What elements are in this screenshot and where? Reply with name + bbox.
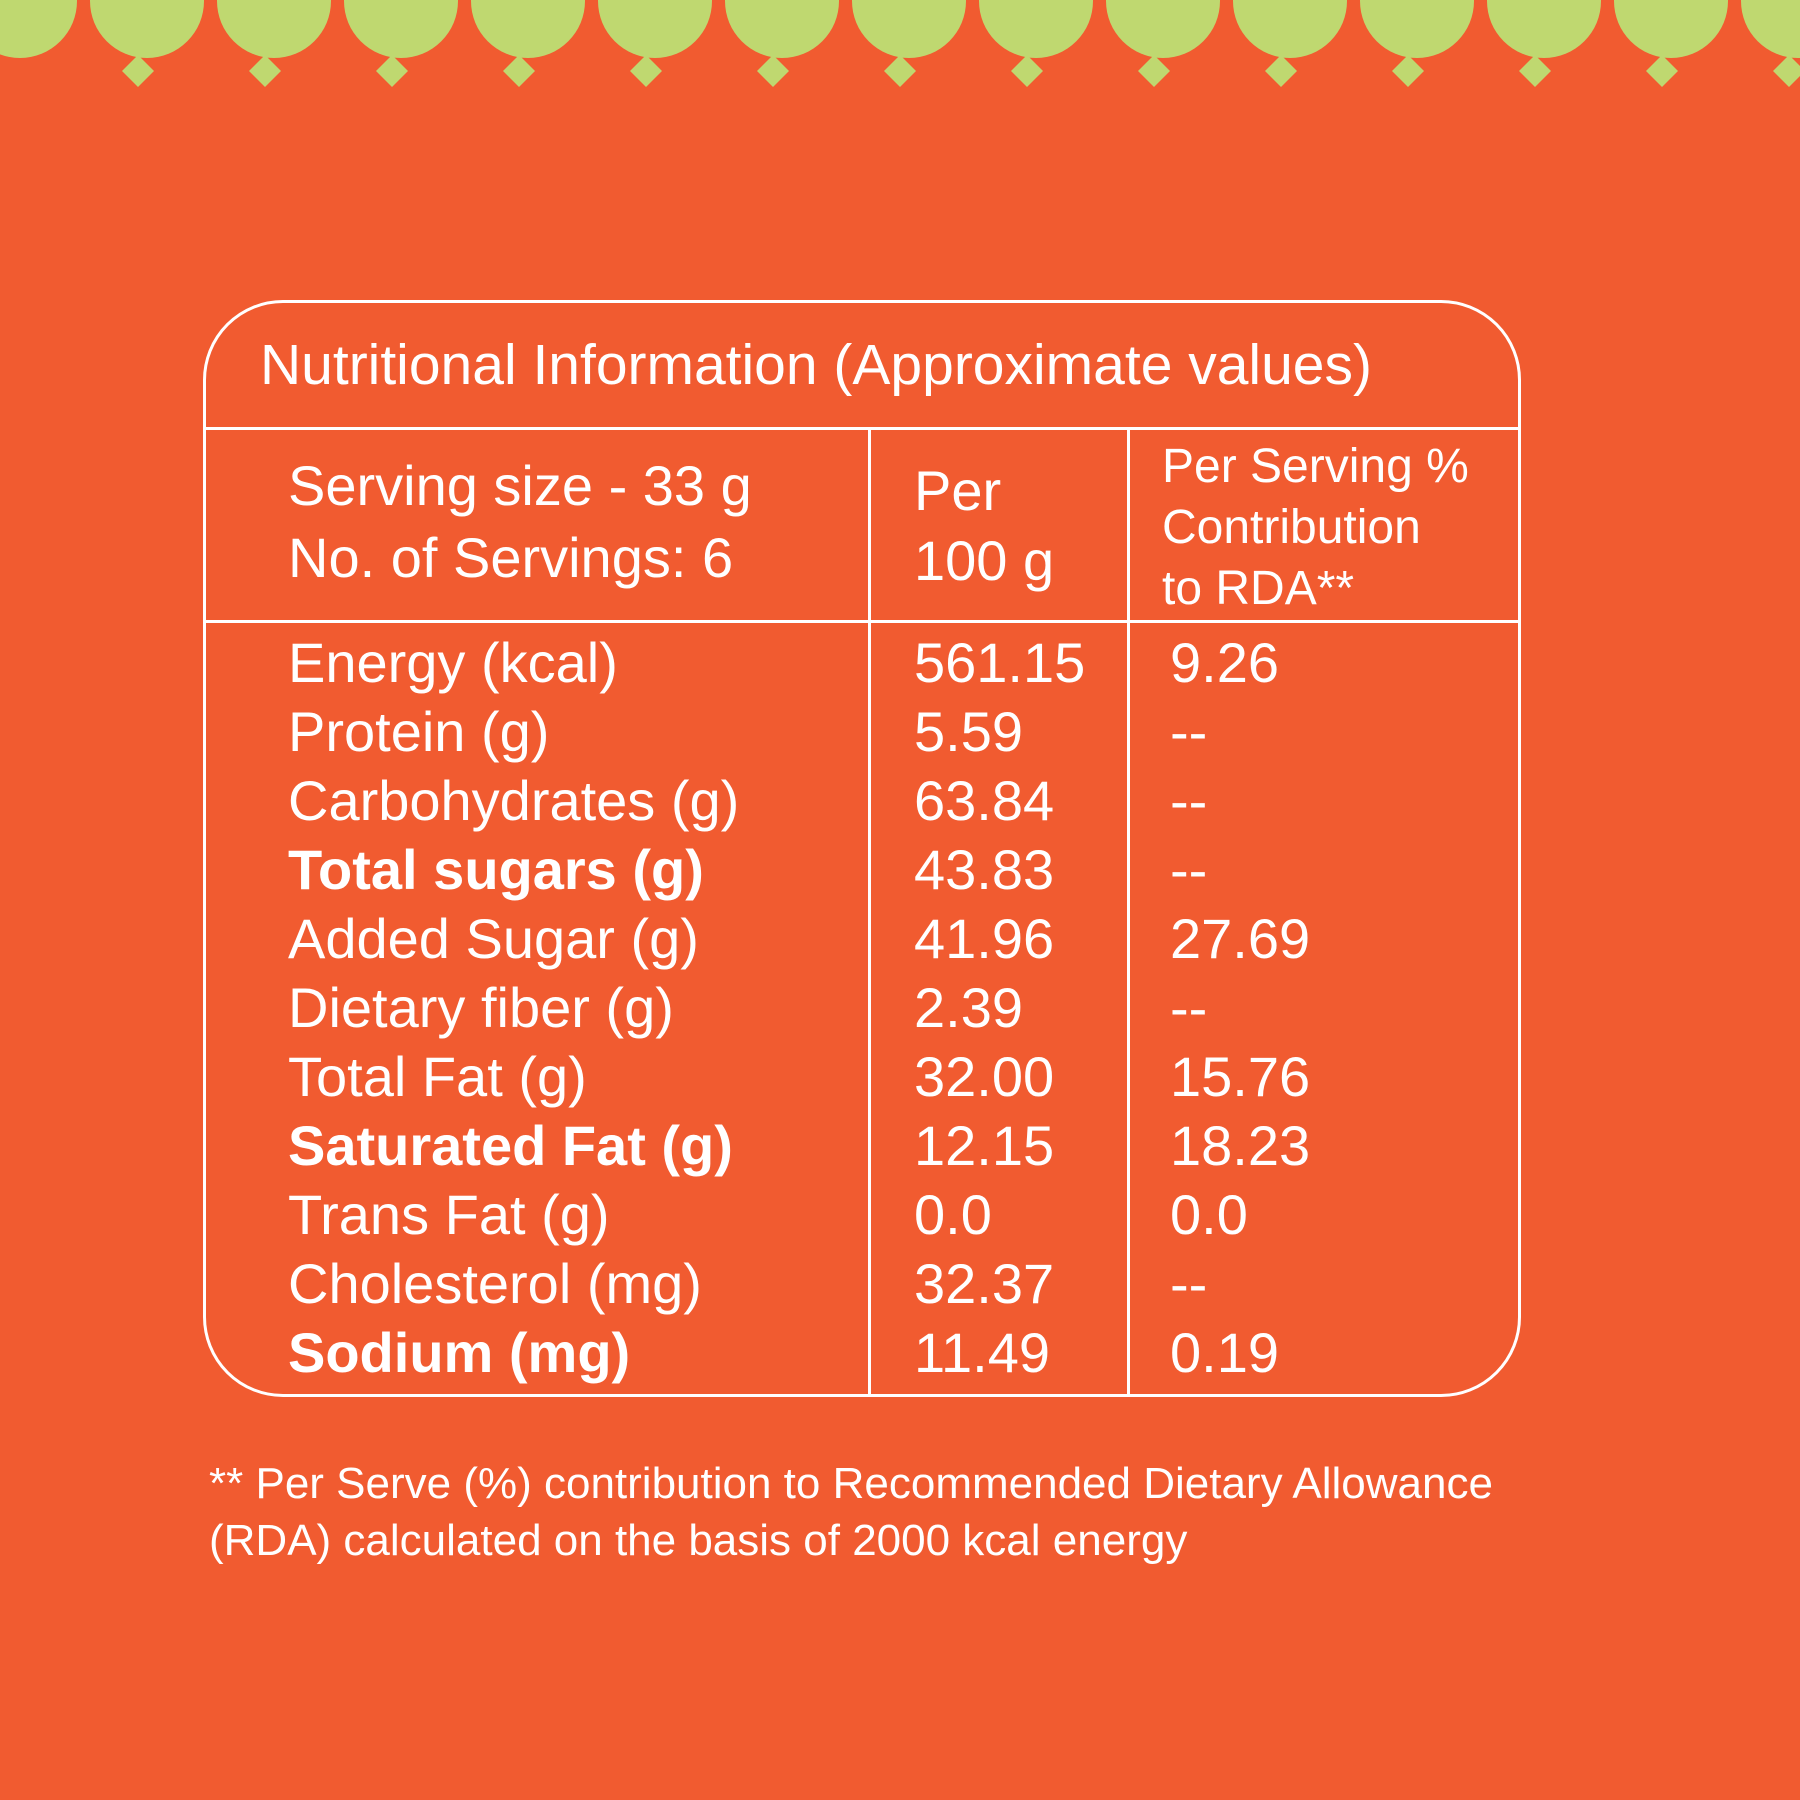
- diamond-shape: [249, 55, 281, 87]
- nutrient-name: Energy (kcal): [288, 631, 618, 694]
- nutrient-rda: 0.0: [1170, 1183, 1248, 1246]
- scallop-circle: [1106, 0, 1220, 58]
- scallop-circle: [725, 0, 839, 58]
- nutrient-name: Saturated Fat (g): [288, 1114, 733, 1177]
- nutrient-row-protein: Protein (g) 5.59 --: [0, 697, 1800, 766]
- serving-info: Serving size - 33 g No. of Servings: 6: [288, 450, 752, 594]
- nutrient-row-cholesterol: Cholesterol (mg) 32.37 --: [0, 1249, 1800, 1318]
- nutrient-rda: --: [1170, 769, 1208, 832]
- nutrient-rda: 27.69: [1170, 907, 1311, 970]
- nutrient-name: Sodium (mg): [288, 1321, 631, 1384]
- column-divider-1: [868, 427, 871, 1395]
- nutrient-rda: --: [1170, 976, 1208, 1039]
- diamond-shape: [376, 55, 408, 87]
- nutrient-row-trans-fat: Trans Fat (g) 0.0 0.0: [0, 1180, 1800, 1249]
- nutrient-per100: 63.84: [914, 769, 1055, 832]
- nutrient-name: Dietary fiber (g): [288, 976, 674, 1039]
- nutrition-table-frame: [203, 300, 1521, 1397]
- footnote-line1: ** Per Serve (%) contribution to Recomme…: [209, 1459, 1493, 1508]
- nutrient-name: Added Sugar (g): [288, 907, 699, 970]
- rda-line1: Per Serving %: [1162, 440, 1469, 493]
- nutrient-per100: 41.96: [914, 907, 1055, 970]
- table-title: Nutritional Information (Approximate val…: [260, 333, 1372, 397]
- nutrient-row-added-sugar: Added Sugar (g) 41.96 27.69: [0, 904, 1800, 973]
- nutrient-per100: 0.0: [914, 1183, 992, 1246]
- scallop-circle: [1487, 0, 1601, 58]
- nutrient-name: Total sugars (g): [288, 838, 704, 901]
- nutrient-name: Trans Fat (g): [288, 1183, 610, 1246]
- nutrient-name: Protein (g): [288, 700, 550, 763]
- diamond-shape: [122, 55, 154, 87]
- column-header-rda: Per Serving % Contribution to RDA**: [1162, 436, 1469, 619]
- per100-line2: 100 g: [914, 529, 1055, 592]
- diamond-shape: [757, 55, 789, 87]
- scallop-circle: [344, 0, 458, 58]
- scallop-circle: [1614, 0, 1728, 58]
- scallop-circle: [217, 0, 331, 58]
- footnote-line2: (RDA) calculated on the basis of 2000 kc…: [209, 1516, 1188, 1565]
- nutrient-row-energy: Energy (kcal) 561.15 9.26: [0, 628, 1800, 697]
- column-header-per100: Per 100 g: [914, 456, 1054, 596]
- scallop-circle: [1360, 0, 1474, 58]
- diamond-shape: [1011, 55, 1043, 87]
- diamond-shape: [884, 55, 916, 87]
- nutrient-rda: 18.23: [1170, 1114, 1311, 1177]
- nutrient-rows: Energy (kcal) 561.15 9.26 Protein (g) 5.…: [0, 628, 1800, 1387]
- nutrient-row-total-fat: Total Fat (g) 32.00 15.76: [0, 1042, 1800, 1111]
- diamond-shape: [1519, 55, 1551, 87]
- serving-size: Serving size - 33 g: [288, 454, 752, 517]
- nutrient-name: Total Fat (g): [288, 1045, 587, 1108]
- diamond-shape: [1773, 55, 1800, 87]
- diamond-shape: [1138, 55, 1170, 87]
- nutrient-row-sodium: Sodium (mg) 11.49 0.19: [0, 1318, 1800, 1387]
- rda-line2: Contribution: [1162, 501, 1421, 554]
- nutrient-rda: 0.19: [1170, 1321, 1279, 1384]
- scallop-circle: [471, 0, 585, 58]
- nutrient-per100: 32.00: [914, 1045, 1055, 1108]
- diamond-shape: [1392, 55, 1424, 87]
- diamond-shape: [1265, 55, 1297, 87]
- nutrient-row-dietary-fiber: Dietary fiber (g) 2.39 --: [0, 973, 1800, 1042]
- diamond-shape: [630, 55, 662, 87]
- nutrient-rda: 9.26: [1170, 631, 1279, 694]
- header-divider: [205, 620, 1519, 623]
- scallop-border-decoration: [0, 0, 1800, 87]
- nutrient-rda: --: [1170, 1252, 1208, 1315]
- scallop-circle: [598, 0, 712, 58]
- scallop-circle: [1741, 0, 1800, 58]
- rda-footnote: ** Per Serve (%) contribution to Recomme…: [209, 1455, 1493, 1569]
- nutrient-rda: --: [1170, 838, 1208, 901]
- diamond-shape: [503, 55, 535, 87]
- nutrient-per100: 43.83: [914, 838, 1055, 901]
- nutrient-rda: 15.76: [1170, 1045, 1311, 1108]
- scallop-circle: [1233, 0, 1347, 58]
- nutrient-row-total-sugars: Total sugars (g) 43.83 --: [0, 835, 1800, 904]
- scallop-circle: [90, 0, 204, 58]
- column-divider-2: [1127, 427, 1130, 1395]
- scallop-circle: [979, 0, 1093, 58]
- nutrient-per100: 561.15: [914, 631, 1086, 694]
- servings-count: No. of Servings: 6: [288, 526, 734, 589]
- per100-line1: Per: [914, 459, 1002, 522]
- nutrient-row-saturated-fat: Saturated Fat (g) 12.15 18.23: [0, 1111, 1800, 1180]
- nutrient-row-carbohydrates: Carbohydrates (g) 63.84 --: [0, 766, 1800, 835]
- title-divider: [205, 427, 1519, 430]
- diamond-shape: [1646, 55, 1678, 87]
- rda-line3: to RDA**: [1162, 562, 1355, 615]
- nutrient-name: Cholesterol (mg): [288, 1252, 702, 1315]
- nutrient-per100: 2.39: [914, 976, 1023, 1039]
- nutrient-per100: 11.49: [914, 1321, 1050, 1384]
- nutrient-per100: 12.15: [914, 1114, 1055, 1177]
- nutrient-name: Carbohydrates (g): [288, 769, 740, 832]
- nutrient-rda: --: [1170, 700, 1208, 763]
- nutrient-per100: 5.59: [914, 700, 1023, 763]
- nutrient-per100: 32.37: [914, 1252, 1055, 1315]
- scallop-circle: [0, 0, 77, 58]
- scallop-circle: [852, 0, 966, 58]
